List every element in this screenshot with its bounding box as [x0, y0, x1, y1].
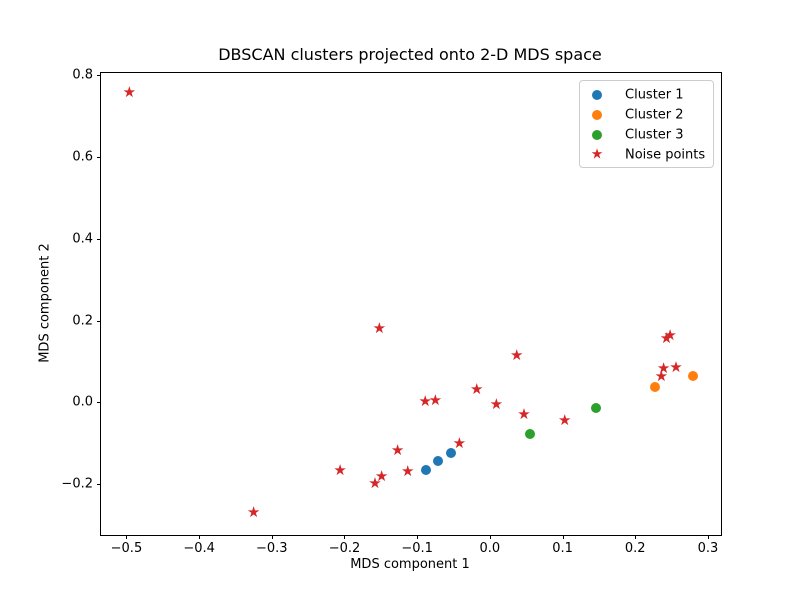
point-noise-points: ★ — [517, 404, 531, 423]
point-noise-points: ★ — [368, 473, 382, 492]
legend-star-icon: ★ — [590, 146, 604, 163]
y-tick — [97, 238, 101, 240]
x-tick-label: 0.0 — [479, 541, 501, 556]
legend-circle-icon — [592, 110, 602, 120]
y-tick — [97, 402, 101, 404]
x-tick-label: −0.2 — [328, 541, 361, 556]
point-cluster-1 — [446, 448, 457, 459]
point-noise-points: ★ — [656, 358, 671, 377]
x-tick-label: −0.1 — [401, 541, 433, 556]
y-tick-label: 0.2 — [72, 313, 93, 329]
point-noise-points: ★ — [470, 379, 484, 398]
point-cluster-3 — [590, 402, 601, 413]
x-tick — [199, 535, 201, 539]
point-cluster-2 — [649, 381, 660, 392]
point-noise-points: ★ — [372, 319, 387, 338]
legend-circle-icon — [592, 130, 602, 140]
x-tick-label: 0.1 — [552, 541, 573, 556]
point-cluster-1 — [420, 465, 431, 476]
x-tick — [271, 535, 273, 539]
x-tick-label: −0.4 — [183, 541, 215, 556]
x-tick-label: 0.3 — [697, 541, 719, 556]
x-tick-label: −0.5 — [110, 541, 143, 556]
legend: Cluster 1 Cluster 2 Cluster 3 ★ Noise points — [579, 80, 714, 168]
x-tick — [707, 535, 709, 539]
legend-item-noise-points: ★ Noise points — [580, 145, 713, 165]
y-tick-label: −0.2 — [61, 476, 93, 492]
point-noise-points: ★ — [122, 82, 137, 101]
point-noise-points: ★ — [374, 466, 389, 485]
y-tick — [97, 320, 101, 322]
legend-label: Cluster 1 — [625, 87, 684, 103]
point-cluster-2 — [687, 371, 698, 382]
y-axis-label: MDS component 2 — [37, 243, 53, 363]
point-noise-points: ★ — [452, 433, 467, 452]
x-tick — [344, 535, 346, 539]
point-noise-points: ★ — [659, 328, 674, 347]
legend-item-cluster-1: Cluster 1 — [580, 85, 713, 105]
x-tick-label: 0.2 — [624, 541, 646, 556]
point-noise-points: ★ — [428, 390, 443, 409]
chart-title: DBSCAN clusters projected onto 2-D MDS s… — [218, 45, 602, 64]
point-noise-points: ★ — [390, 441, 405, 460]
legend-label: Cluster 2 — [625, 107, 684, 123]
y-tick — [97, 483, 101, 485]
point-cluster-1 — [433, 456, 444, 467]
point-noise-points: ★ — [333, 461, 347, 480]
point-noise-points: ★ — [489, 394, 504, 413]
point-noise-points: ★ — [654, 367, 669, 386]
legend-label: Cluster 3 — [625, 127, 684, 143]
x-tick — [126, 535, 128, 539]
point-noise-points: ★ — [400, 461, 415, 480]
x-tick-label: −0.3 — [256, 541, 288, 556]
x-tick — [489, 535, 491, 539]
legend-item-cluster-3: Cluster 3 — [580, 125, 713, 145]
y-tick-label: 0.8 — [72, 67, 93, 83]
legend-item-cluster-2: Cluster 2 — [580, 105, 713, 125]
y-tick — [97, 75, 101, 77]
point-cluster-3 — [524, 429, 535, 440]
y-tick — [97, 157, 101, 159]
legend-label: Noise points — [625, 147, 706, 163]
point-noise-points: ★ — [418, 392, 432, 411]
y-tick-label: 0.0 — [72, 394, 93, 410]
y-tick-label: 0.6 — [72, 149, 93, 165]
x-tick — [562, 535, 564, 539]
plot-area: Cluster 1 Cluster 2 Cluster 3 ★ Noise points… — [61, 69, 722, 555]
point-noise-points: ★ — [246, 502, 261, 521]
x-tick — [635, 535, 637, 539]
x-tick — [417, 535, 419, 539]
point-noise-points: ★ — [669, 358, 683, 377]
point-noise-points: ★ — [510, 345, 524, 364]
legend-circle-icon — [592, 90, 602, 100]
point-noise-points: ★ — [557, 411, 572, 430]
y-tick-label: 0.4 — [72, 231, 93, 247]
point-noise-points: ★ — [663, 326, 677, 345]
x-axis-label: MDS component 1 — [350, 557, 470, 572]
